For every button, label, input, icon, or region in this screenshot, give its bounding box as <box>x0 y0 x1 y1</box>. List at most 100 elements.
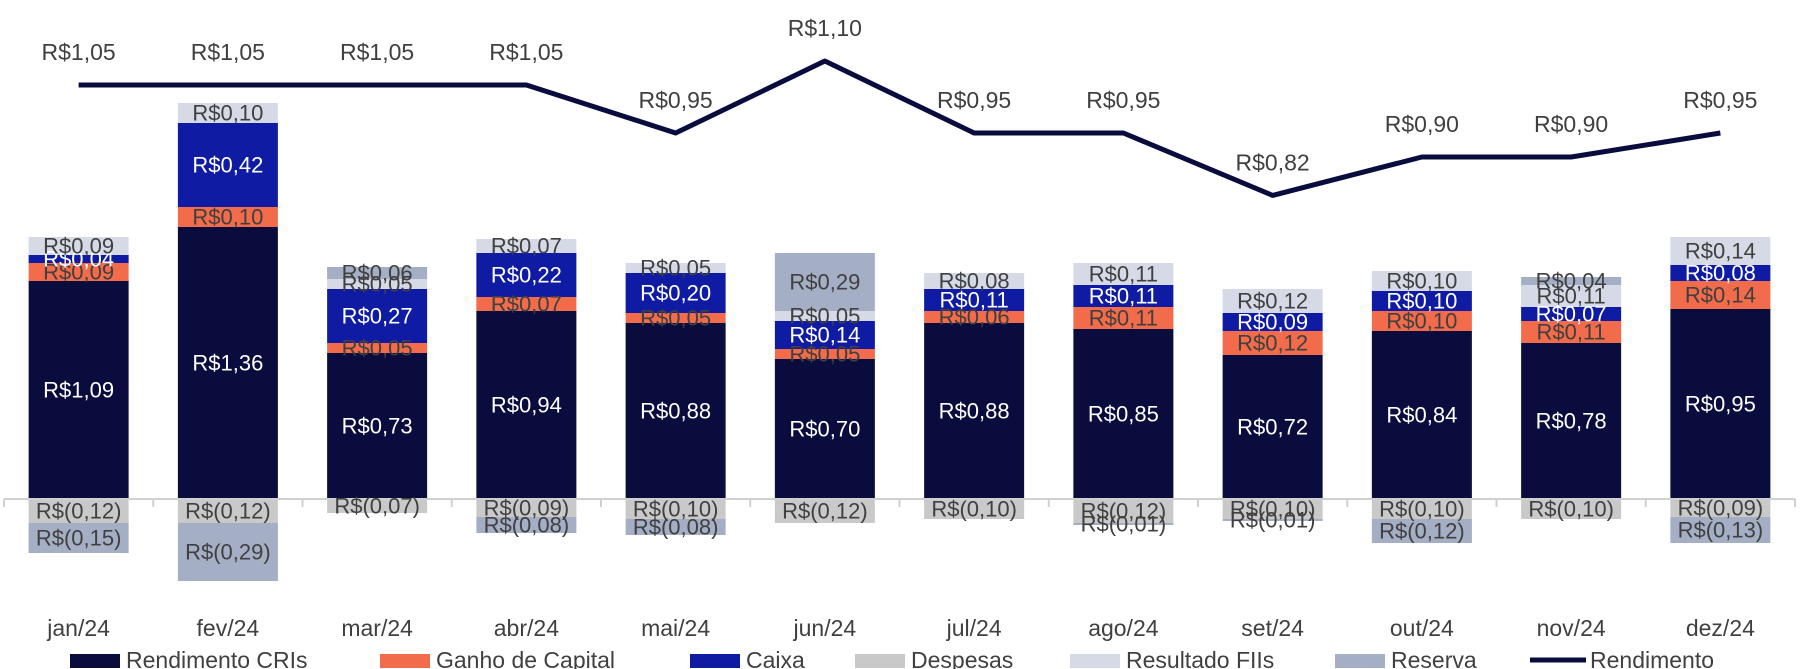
segment-label-resultado-fiis: R$0,12 <box>1237 289 1308 314</box>
bar-segment-rendimento-cris <box>1521 343 1622 499</box>
segment-label-rendimento-cris: R$0,73 <box>342 414 413 439</box>
legend-label-reserva: Reserva <box>1391 647 1477 669</box>
segment-label-caixa: R$0,07 <box>1536 302 1607 327</box>
segment-label-despesas: R$(0,12) <box>782 499 868 524</box>
segment-label-reserva: R$(0,01) <box>1230 508 1316 533</box>
segment-label-despesas: R$(0,10) <box>931 497 1017 522</box>
bar-segment-reserva <box>476 517 577 533</box>
legend-label-ganho-de-capital: Ganho de Capital <box>436 647 615 669</box>
bar-segment-despesas <box>476 499 577 517</box>
segment-label-resultado-fiis: R$0,05 <box>789 304 860 329</box>
x-tick-label: abr/24 <box>494 615 559 641</box>
segment-label-rendimento-cris: R$0,95 <box>1685 392 1756 417</box>
bar-segment-rendimento-cris <box>1371 331 1472 499</box>
bar-segment-caixa <box>1670 265 1771 281</box>
segment-label-despesas: R$(0,09) <box>1678 496 1764 521</box>
bar-segment-caixa <box>774 321 875 349</box>
segment-label-reserva: R$0,29 <box>789 270 860 295</box>
rendimento-line <box>78 58 1721 198</box>
segment-label-ganho-de-capital: R$0,06 <box>939 305 1010 330</box>
bar-segment-rendimento-cris <box>774 359 875 499</box>
bar-segment-resultado-fiis <box>1670 237 1771 265</box>
bar-segment-resultado-fiis <box>1371 271 1472 291</box>
bar-segment-rendimento-cris <box>1670 309 1771 499</box>
bar-segment-despesas <box>1073 499 1174 523</box>
legend-label-rendimento: Rendimento <box>1590 647 1714 669</box>
bar-segment-caixa <box>1371 291 1472 311</box>
line-point-label: R$1,05 <box>489 39 563 65</box>
segment-label-caixa: R$0,11 <box>939 288 1008 313</box>
segment-label-rendimento-cris: R$0,84 <box>1386 403 1457 428</box>
segment-label-rendimento-cris: R$0,94 <box>491 393 562 418</box>
bar-segment-despesas <box>327 499 428 513</box>
x-tick-label: jun/24 <box>793 615 857 641</box>
bar-segment-despesas <box>774 499 875 523</box>
line-point-label: R$0,82 <box>1236 149 1310 175</box>
legend-swatch-reserva <box>1335 654 1385 668</box>
bar-segment-reserva <box>1670 517 1771 543</box>
bar-segment-resultado-fiis <box>625 263 726 273</box>
segment-label-resultado-fiis: R$0,11 <box>1536 284 1605 309</box>
segment-labels-layer: R$1,09R$0,09R$0,04R$(0,12)R$0,09R$(0,15)… <box>36 101 1763 565</box>
bar-segment-caixa <box>1521 307 1622 321</box>
bar-segment-reserva <box>1521 277 1622 285</box>
bar-segment-ganho-de-capital <box>924 311 1025 323</box>
bar-segment-reserva <box>327 267 428 279</box>
segment-label-caixa: R$0,42 <box>192 153 263 178</box>
legend: Rendimento CRIs Ganho de Capital Caixa Desp… <box>70 647 1714 669</box>
bar-segment-reserva <box>774 253 875 311</box>
segment-label-reserva: R$(0,13) <box>1678 518 1764 543</box>
segment-label-ganho-de-capital: R$0,07 <box>491 292 562 317</box>
legend-label-despesas: Despesas <box>911 647 1013 669</box>
x-tick-label: nov/24 <box>1537 615 1606 641</box>
segment-label-reserva: R$0,06 <box>342 261 413 286</box>
line-point-label: R$1,10 <box>788 15 862 41</box>
bar-segment-rendimento-cris <box>177 227 278 499</box>
x-tick-label: dez/24 <box>1686 615 1755 641</box>
x-tick-label: mar/24 <box>341 615 413 641</box>
x-tick-label: ago/24 <box>1088 615 1159 641</box>
segment-label-ganho-de-capital: R$0,14 <box>1685 283 1756 308</box>
bar-segment-rendimento-cris <box>1073 329 1174 499</box>
segment-label-rendimento-cris: R$0,88 <box>640 399 711 424</box>
segment-label-resultado-fiis: R$0,14 <box>1685 239 1756 264</box>
x-axis-labels: jan/24 fev/24 mar/24 abr/24 mai/24 jun/24 jul/… <box>46 615 1755 641</box>
line-point-label: R$0,95 <box>937 87 1011 113</box>
segment-label-caixa: R$0,22 <box>491 263 562 288</box>
bar-segment-caixa <box>1073 285 1174 307</box>
segment-label-despesas: R$(0,07) <box>334 494 420 519</box>
bar-segment-reserva <box>177 523 278 581</box>
bar-segment-reserva <box>1073 523 1174 525</box>
segment-label-rendimento-cris: R$0,88 <box>939 399 1010 424</box>
segment-label-ganho-de-capital: R$0,11 <box>1089 306 1158 331</box>
bar-segment-resultado-fiis <box>1521 285 1622 307</box>
segment-label-reserva: R$(0,15) <box>36 526 122 551</box>
bar-segment-reserva <box>28 523 129 553</box>
segment-label-resultado-fiis: R$0,08 <box>939 269 1010 294</box>
bar-segment-despesas <box>28 499 129 523</box>
bar-segment-resultado-fiis <box>476 239 577 253</box>
line-point-label: R$0,90 <box>1534 111 1608 137</box>
legend-swatch-rendimento-cris <box>70 654 120 668</box>
bar-segment-caixa <box>28 255 129 263</box>
x-tick-label: set/24 <box>1241 615 1304 641</box>
segment-label-ganho-de-capital: R$0,05 <box>789 342 860 367</box>
bar-segment-reserva <box>1222 519 1323 521</box>
segment-label-ganho-de-capital: R$0,12 <box>1237 331 1308 356</box>
bar-segment-resultado-fiis <box>327 279 428 289</box>
segment-label-ganho-de-capital: R$0,10 <box>192 205 263 230</box>
bar-segment-despesas <box>924 499 1025 519</box>
segment-label-despesas: R$(0,12) <box>185 499 271 524</box>
bar-segment-despesas <box>625 499 726 519</box>
x-tick-label: jul/24 <box>946 615 1002 641</box>
bar-segment-rendimento-cris <box>1222 355 1323 499</box>
legend-swatch-caixa <box>690 654 740 668</box>
bar-segment-despesas <box>1670 499 1771 517</box>
line-point-label: R$1,05 <box>191 39 265 65</box>
bar-segment-resultado-fiis <box>1073 263 1174 285</box>
x-tick-label: mai/24 <box>641 615 710 641</box>
segment-label-resultado-fiis: R$0,10 <box>1386 269 1457 294</box>
segment-label-ganho-de-capital: R$0,09 <box>43 260 114 285</box>
x-tick-label: fev/24 <box>197 615 260 641</box>
bars-layer <box>28 103 1771 581</box>
